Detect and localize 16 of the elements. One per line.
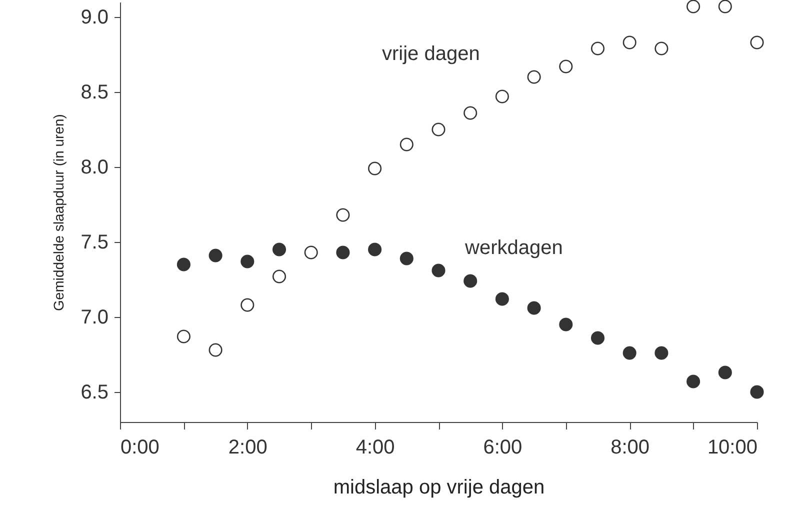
x-tick-label: 8:00 (610, 436, 650, 458)
y-tick-label: 8.0 (80, 156, 108, 178)
y-tick-label: 7.5 (80, 232, 108, 254)
y-tick-label: 7.0 (80, 306, 108, 328)
x-tick-label: 2:00 (228, 436, 268, 458)
x-tick-label: 10:00 (707, 436, 758, 458)
x-tick-label: 0:00 (120, 436, 160, 458)
series-label: werkdagen (464, 237, 563, 259)
x-tick-label: 6:00 (483, 436, 522, 458)
y-axis-title: Gemiddelde slaapduur (in uren) (50, 114, 67, 311)
y-tick-label: 9.0 (80, 6, 108, 28)
series-label: vrije dagen (382, 43, 480, 65)
x-axis-title: midslaap op vrije dagen (333, 476, 545, 498)
y-tick-label: 8.5 (80, 82, 108, 104)
y-tick-label: 6.5 (80, 382, 108, 404)
x-tick-label: 4:00 (356, 436, 395, 458)
